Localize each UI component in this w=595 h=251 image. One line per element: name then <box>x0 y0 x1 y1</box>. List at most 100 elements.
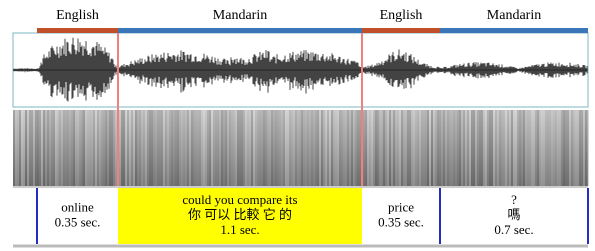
spec-stripe <box>433 110 435 186</box>
duration: 0.35 sec. <box>55 214 101 229</box>
spec-stripe <box>567 110 569 186</box>
spec-stripe <box>393 110 395 186</box>
spec-stripe <box>439 110 441 186</box>
spec-stripe <box>239 110 241 186</box>
spec-stripe <box>225 110 227 186</box>
spec-stripe <box>451 110 453 186</box>
spec-stripe <box>365 110 367 186</box>
spec-stripe <box>107 110 109 186</box>
spec-stripe <box>141 110 143 186</box>
spec-stripe <box>15 110 17 186</box>
caption: online <box>61 199 94 214</box>
spec-stripe <box>27 110 29 186</box>
spec-stripe <box>541 110 543 186</box>
spec-stripe <box>209 110 211 186</box>
spec-stripe <box>437 110 439 186</box>
spec-stripe <box>61 110 63 186</box>
spec-stripe <box>81 110 83 186</box>
spec-stripe <box>375 110 377 186</box>
spec-stripe <box>151 110 153 186</box>
spec-stripe <box>221 110 223 186</box>
language-bar <box>37 28 118 33</box>
spec-stripe <box>247 110 249 186</box>
spec-stripe <box>167 110 169 186</box>
spec-stripe <box>471 110 473 186</box>
spec-stripe <box>415 110 417 186</box>
spec-stripe <box>491 110 493 186</box>
spec-stripe <box>85 110 87 186</box>
spec-stripe <box>473 110 475 186</box>
spec-stripe <box>259 110 261 186</box>
spec-stripe <box>559 110 561 186</box>
spec-stripe <box>211 110 213 186</box>
spec-stripe <box>575 110 577 186</box>
spec-stripe <box>503 110 505 186</box>
spec-stripe <box>513 110 515 186</box>
spec-stripe <box>501 110 503 186</box>
spec-stripe <box>283 110 285 186</box>
spec-stripe <box>331 110 333 186</box>
spec-stripe <box>193 110 195 186</box>
spec-stripe <box>495 110 497 186</box>
spec-stripe <box>343 110 345 186</box>
spec-stripe <box>303 110 305 186</box>
spec-stripe <box>165 110 167 186</box>
spec-stripe <box>195 110 197 186</box>
spec-stripe <box>235 110 237 186</box>
spec-stripe <box>477 110 479 186</box>
language-label: English <box>380 8 423 23</box>
spec-stripe <box>383 110 385 186</box>
spec-stripe <box>35 110 37 186</box>
spec-stripe <box>507 110 509 186</box>
spec-stripe <box>527 110 529 186</box>
spec-stripe <box>427 110 429 186</box>
spec-stripe <box>327 110 329 186</box>
spec-stripe <box>563 110 565 186</box>
spec-stripe <box>139 110 141 186</box>
spec-stripe <box>539 110 541 186</box>
spec-stripe <box>275 110 277 186</box>
spec-stripe <box>53 110 55 186</box>
spec-stripe <box>353 110 355 186</box>
spec-stripe <box>547 110 549 186</box>
spec-stripe <box>123 110 125 186</box>
spec-stripe <box>113 110 115 186</box>
spec-stripe <box>417 110 419 186</box>
figure: Englishonline0.35 sec.Mandarincould you … <box>0 0 595 251</box>
spec-stripe <box>33 110 35 186</box>
spec-stripe <box>277 110 279 186</box>
spec-stripe <box>125 110 127 186</box>
spec-stripe <box>585 110 587 186</box>
spec-stripe <box>75 110 77 186</box>
spec-stripe <box>25 110 27 186</box>
spec-stripe <box>373 110 375 186</box>
spec-stripe <box>543 110 545 186</box>
spec-stripe <box>131 110 133 186</box>
spec-stripe <box>37 110 39 186</box>
caption: 嗎 <box>507 207 520 222</box>
spec-stripe <box>583 110 585 186</box>
spec-stripe <box>355 110 357 186</box>
spec-stripe <box>191 110 193 186</box>
spec-stripe <box>67 110 69 186</box>
spec-stripe <box>161 110 163 186</box>
spec-stripe <box>295 110 297 186</box>
spec-stripe <box>55 110 57 186</box>
spec-stripe <box>143 110 145 186</box>
spec-stripe <box>177 110 179 186</box>
spec-stripe <box>181 110 183 186</box>
spec-stripe <box>449 110 451 186</box>
spec-stripe <box>217 110 219 186</box>
spec-stripe <box>251 110 253 186</box>
spec-stripe <box>65 110 67 186</box>
spec-stripe <box>231 110 233 186</box>
spec-stripe <box>219 110 221 186</box>
spec-stripe <box>207 110 209 186</box>
spec-stripe <box>135 110 137 186</box>
spec-stripe <box>99 110 101 186</box>
spec-stripe <box>23 110 25 186</box>
spec-stripe <box>499 110 501 186</box>
spec-stripe <box>213 110 215 186</box>
duration: 1.1 sec. <box>220 222 259 237</box>
spec-stripe <box>289 110 291 186</box>
